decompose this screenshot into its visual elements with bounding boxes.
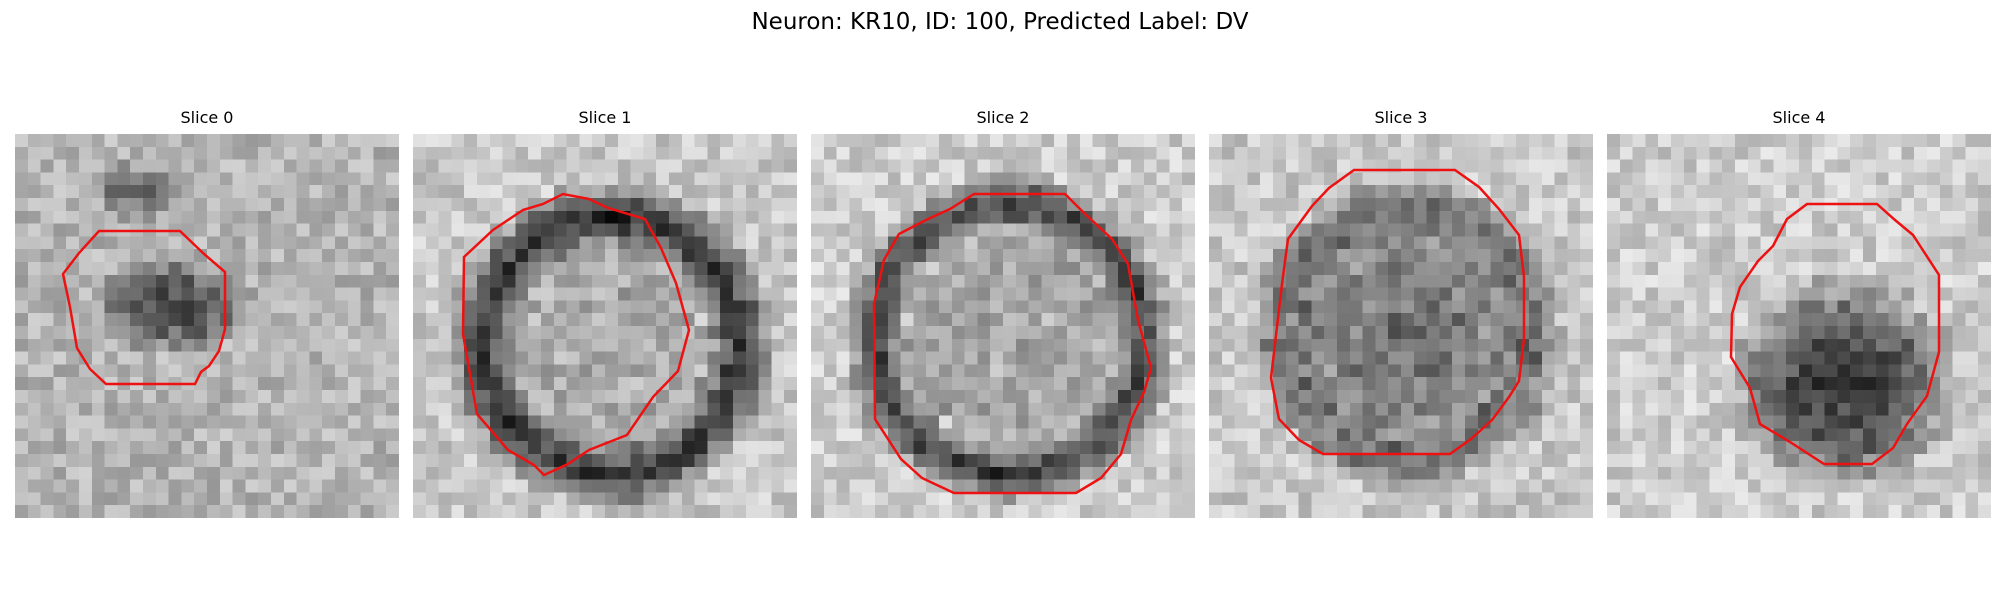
roi-contour-1 (461, 192, 691, 477)
roi-outline (1729, 202, 1941, 466)
slice-image-4 (1607, 134, 1991, 518)
figure-title: Neuron: KR10, ID: 100, Predicted Label: … (751, 9, 1249, 35)
slice-panel-0: Slice 0 (15, 108, 399, 518)
slice-title-3: Slice 3 (1374, 108, 1428, 127)
slice-panel-4: Slice 4 (1607, 108, 1991, 518)
roi-outline (872, 192, 1153, 495)
slice-panel-3: Slice 3 (1209, 108, 1593, 518)
roi-contour-2 (872, 192, 1153, 495)
roi-outline (1269, 168, 1526, 456)
slice-title-1: Slice 1 (578, 108, 632, 127)
roi-outline (61, 229, 227, 386)
slice-panel-2: Slice 2 (811, 108, 1195, 518)
roi-contour-3 (1269, 168, 1526, 456)
roi-contour-0 (61, 229, 227, 386)
slice-title-4: Slice 4 (1772, 108, 1826, 127)
slice-title-0: Slice 0 (180, 108, 234, 127)
slice-image-1 (413, 134, 797, 518)
roi-contour-4 (1729, 202, 1941, 466)
slice-image-0 (15, 134, 399, 518)
slice-panel-1: Slice 1 (413, 108, 797, 518)
slice-title-2: Slice 2 (976, 108, 1030, 127)
roi-outline (461, 192, 691, 477)
